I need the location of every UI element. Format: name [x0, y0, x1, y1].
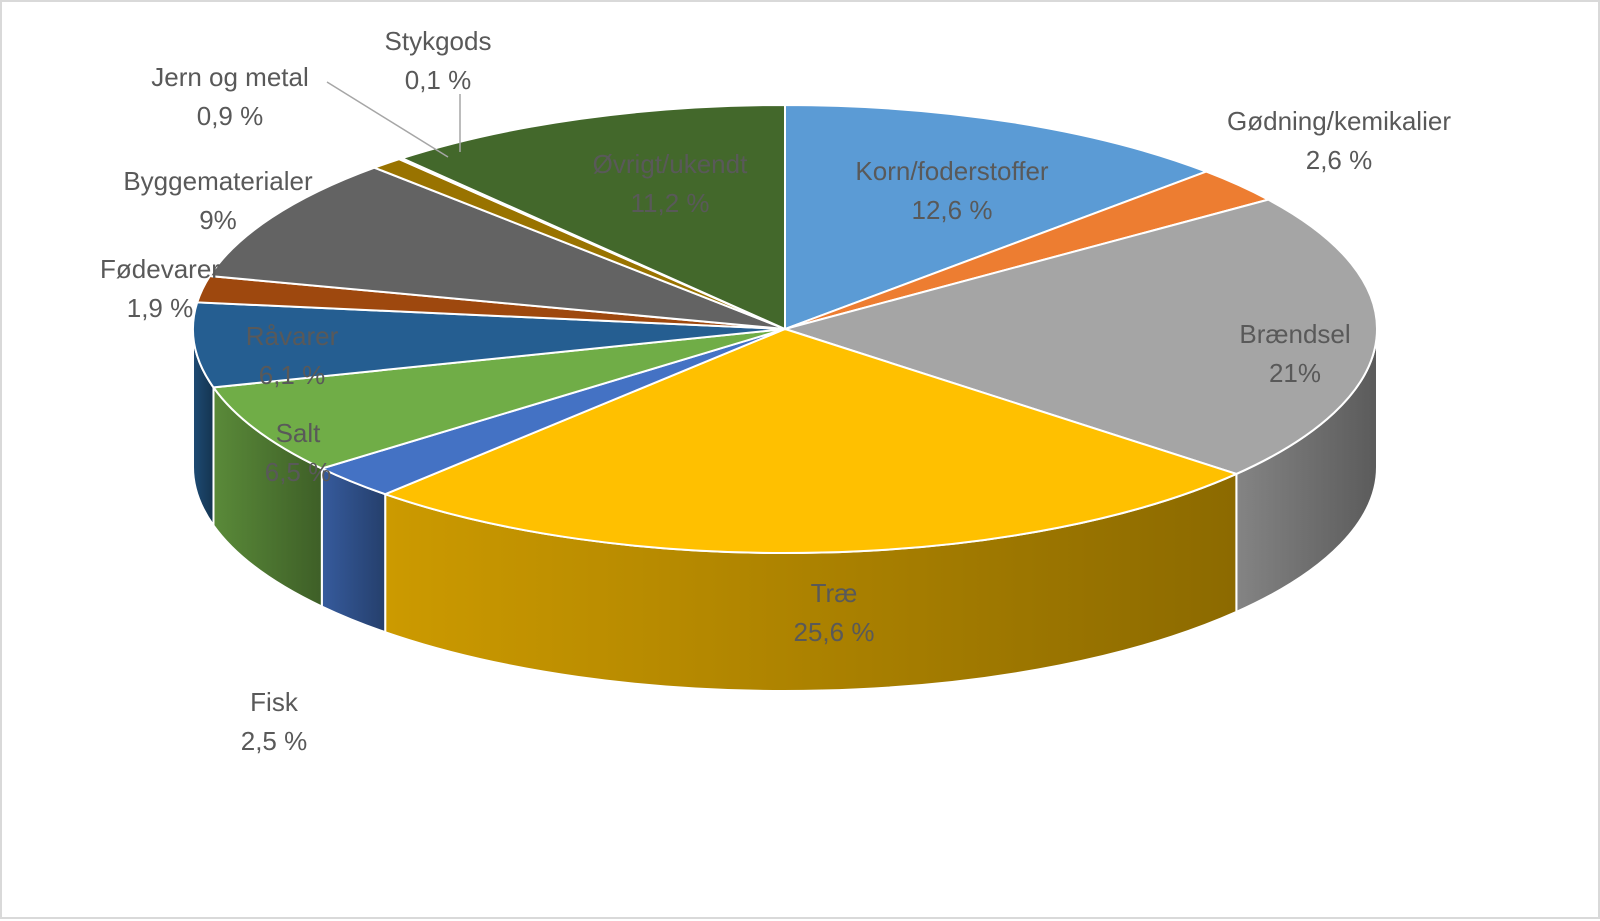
slice-category-label: Byggematerialer: [123, 166, 313, 196]
slice-category-label: Gødning/kemikalier: [1227, 106, 1451, 136]
pie-slices: [192, 103, 1378, 554]
slice-value-label: 21%: [1269, 358, 1321, 388]
slice-8: [208, 166, 786, 330]
slice-value-label: 12,6 %: [912, 195, 993, 225]
slice-category-label: Korn/foderstoffer: [855, 156, 1049, 186]
slice-value-label: 6,1 %: [259, 360, 326, 390]
slice-category-label: Øvrigt/ukendt: [593, 149, 748, 179]
leader-line: [326, 81, 449, 158]
data-labels: Korn/foderstoffer 12,6 % Gødning/kemikalie…: [100, 26, 1451, 756]
slice-category-label: Råvarer: [246, 321, 339, 351]
slice-value-label: 0,1 %: [405, 65, 472, 95]
slice-category-label: Stykgods: [385, 26, 492, 56]
slice-0: [784, 103, 1210, 331]
slice-value-label: 2,5 %: [241, 726, 308, 756]
slice-value-label: 9%: [199, 205, 237, 235]
slice-3: [382, 327, 1240, 554]
slice-value-label: 11,2 %: [630, 188, 709, 218]
slice-category-label: Fødevarer: [100, 254, 220, 284]
slice-11: [399, 103, 786, 331]
slice-value-label: 0,9 %: [197, 101, 264, 131]
slice-category-label: Brændsel: [1239, 319, 1350, 349]
slice-category-label: Jern og metal: [151, 62, 309, 92]
slice-value-label: 6,5 %: [265, 457, 332, 487]
leader-lines: [326, 81, 461, 158]
slice-2: [781, 198, 1378, 476]
slice-5: [211, 328, 786, 470]
pie-sides: [192, 328, 1378, 692]
slice-value-label: 2,6 %: [1306, 145, 1373, 175]
slice-6: [192, 301, 786, 389]
slice-category-label: Salt: [276, 418, 322, 448]
slice-category-label: Træ: [811, 578, 858, 608]
slice-value-label: 1,9 %: [127, 293, 194, 323]
slice-category-label: Fisk: [250, 687, 299, 717]
slice-side-4: [320, 466, 387, 634]
slice-value-label: 25,6 %: [794, 617, 875, 647]
